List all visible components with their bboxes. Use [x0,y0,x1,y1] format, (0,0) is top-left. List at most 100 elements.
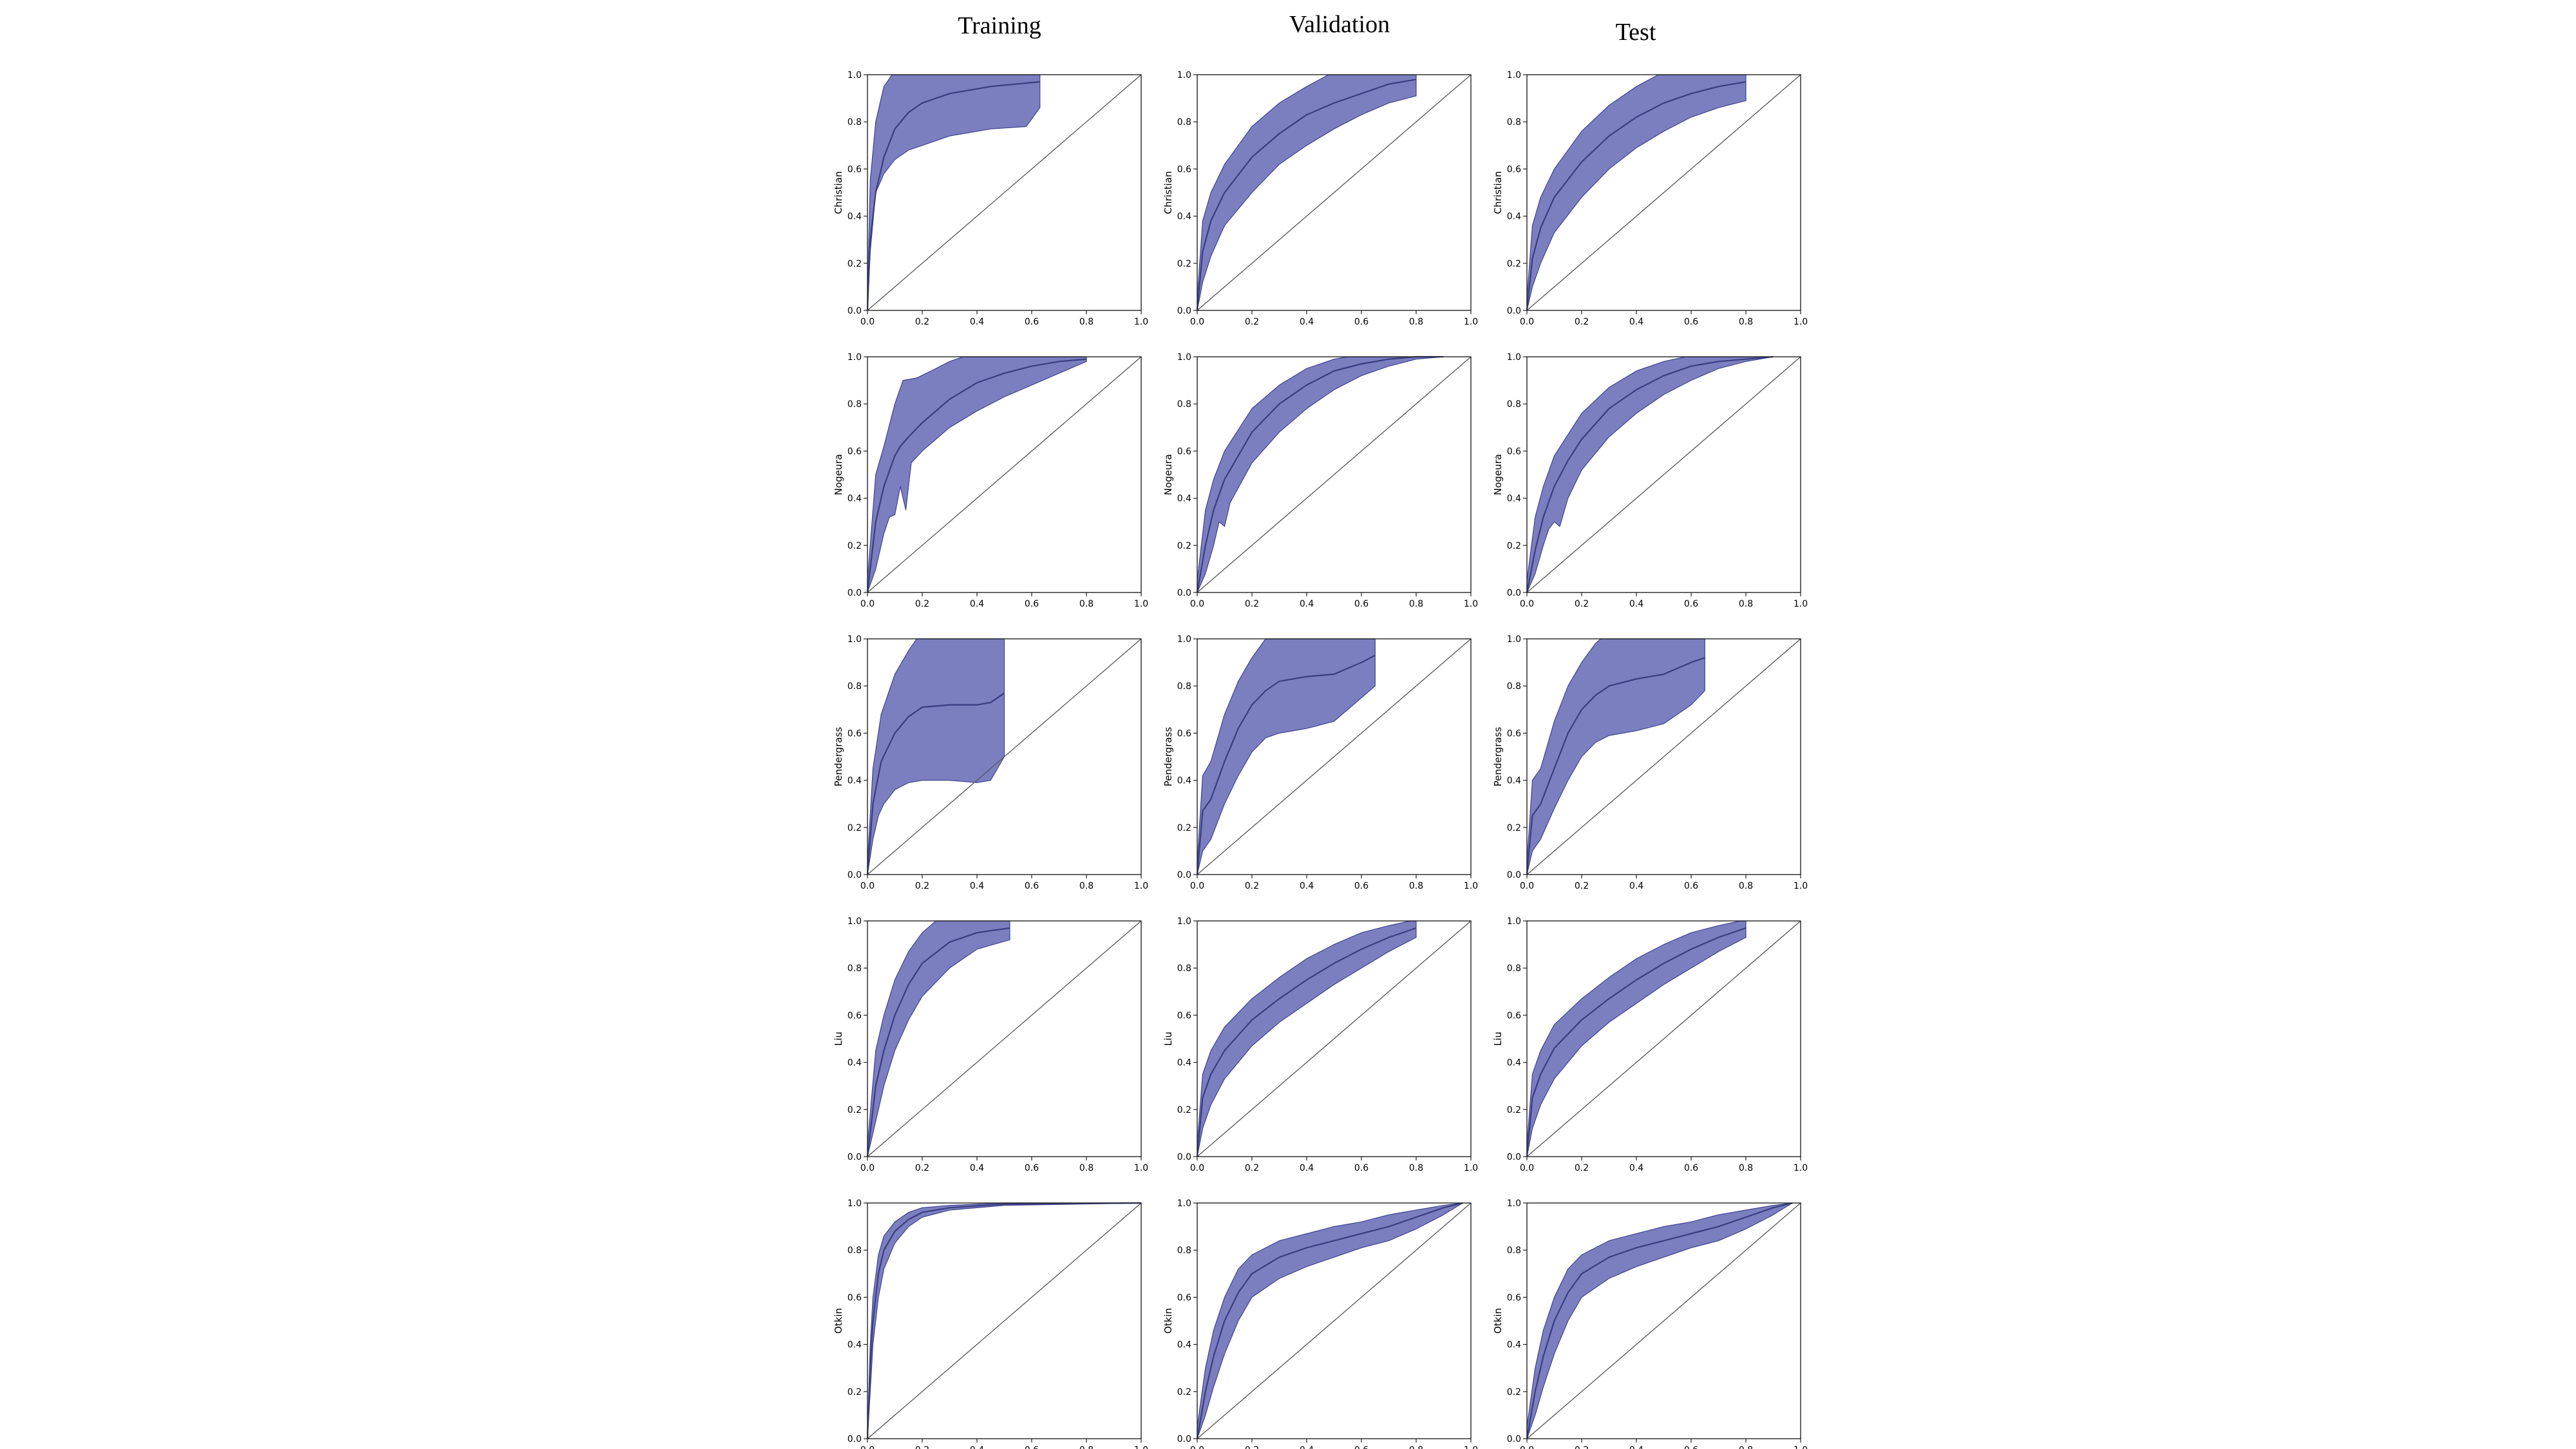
panel-pendergrass-validation-y-tick-label: 0.2 [1177,823,1191,833]
panel-nogeura-test-confidence-band [1526,356,1774,593]
panel-otkin-test-y-tick-label: 0.0 [1507,1434,1521,1444]
panel-pendergrass-test-axes-frame [1526,638,1801,875]
panel-liu-training-y-tick-label: 0.2 [848,1105,862,1115]
panel-otkin-validation-x-tick-label: 0.6 [1354,1445,1368,1449]
panel-nogeura-test-x-tick-label: 0.8 [1739,599,1753,609]
panel-christian-test: 0.00.0 0.2 0.2 0.4 0.4 0.6 0.6 0.8 0.8 1.0 1.0 Chri… [1492,70,1808,327]
panel-christian-validation-confidence-band [1197,74,1417,311]
panel-liu-validation-x-tick-label: 1.0 [1464,1163,1478,1173]
panel-nogeura-training-axes-frame [867,356,1142,593]
panel-otkin-training-y-tick-label: 1.0 [848,1198,862,1209]
panel-pendergrass-test-x-tick-label: 1.0 [1794,881,1808,891]
panel-liu-validation-x-tick-label: 0.0 [1190,1163,1204,1173]
panel-liu-test: 0.00.0 0.2 0.2 0.4 0.4 0.6 0.6 0.8 0.8 1.0 1.0 Liu [1492,916,1808,1173]
panel-nogeura-validation: 0.00.0 0.2 0.2 0.4 0.4 0.6 0.6 0.8 0.8 1.0 1.0 Noge… [1162,352,1478,609]
panel-christian-validation-y-tick-label: 0.6 [1177,164,1191,175]
panel-nogeura-training-x-tick-label: 0.2 [915,599,929,609]
panel-christian-validation-x-tick-label: 0.4 [1300,317,1314,327]
panel-christian-validation-x-tick-label: 0.0 [1190,317,1204,327]
panel-pendergrass-test-confidence-band [1526,638,1705,875]
panel-otkin-validation: 0.00.0 0.2 0.2 0.4 0.4 0.6 0.6 0.8 0.8 1.0 1.0 Otki… [1162,1198,1478,1449]
panel-otkin-training-x-tick-label: 0.4 [970,1445,984,1449]
panel-otkin-training-y-tick-label: 0.0 [848,1434,862,1444]
panel-christian-test-x-tick-label: 0.8 [1739,317,1753,327]
panel-liu-validation-x-tick-label: 0.8 [1409,1163,1423,1173]
panel-pendergrass-training-x-tick-label: 0.2 [915,881,929,891]
panel-pendergrass-validation-mean-curve [1196,654,1376,875]
panel-liu-training-y-tick-label: 0.4 [848,1058,862,1068]
panel-christian-test-axes-frame [1526,74,1801,311]
panel-otkin-training-y-tick-label: 0.6 [848,1293,862,1303]
panel-otkin-validation-row-label: Otkin [1162,1308,1174,1334]
panel-pendergrass-test-y-tick-label: 0.0 [1507,870,1521,880]
panel-liu-training-row-label: Liu [833,1032,844,1046]
panel-pendergrass-test-mean-curve [1526,657,1705,875]
panel-otkin-training-x-tick-label: 0.0 [860,1445,875,1449]
panel-christian-training-x-tick-label: 0.6 [1025,317,1039,327]
panel-liu-validation-x-tick-label: 0.4 [1300,1163,1314,1173]
panel-liu-validation-row-label: Liu [1162,1032,1174,1046]
panel-liu-test-x-tick-label: 0.4 [1629,1163,1643,1173]
panel-liu-training-axes-frame [867,920,1142,1157]
panel-otkin-training-y-tick-label: 0.8 [848,1245,862,1256]
panel-liu-training-y-tick-label: 0.6 [848,1010,862,1021]
panel-liu-test-diagonal-line [1526,920,1801,1157]
panel-otkin-test-x-tick-label: 0.6 [1684,1445,1698,1449]
panel-nogeura-test-x-tick-label: 0.0 [1520,599,1534,609]
panel-christian-training-y-tick-label: 0.4 [848,212,862,222]
panel-otkin-validation-x-tick-label: 0.2 [1245,1445,1259,1449]
panel-otkin-training-y-tick-label: 0.4 [848,1340,862,1350]
panel-liu-test-row-label: Liu [1492,1032,1504,1046]
panel-otkin-validation-x-tick-label: 0.8 [1409,1445,1423,1449]
panel-pendergrass-validation-y-tick-label: 0.0 [1177,870,1191,880]
panel-christian-test-y-tick-label: 1.0 [1507,70,1521,80]
panel-liu-test-confidence-band [1526,920,1747,1157]
panel-otkin-test-diagonal-line [1526,1202,1801,1439]
panel-pendergrass-validation-x-tick-label: 0.4 [1300,881,1314,891]
panel-otkin-test-y-tick-label: 0.2 [1507,1387,1521,1397]
panel-christian-validation-diagonal-line [1197,74,1472,311]
panel-pendergrass-test-x-tick-label: 0.6 [1684,881,1698,891]
panel-pendergrass-validation-x-tick-label: 0.2 [1245,881,1259,891]
panel-liu-validation-confidence-band [1197,920,1417,1157]
panel-christian-validation-y-tick-label: 0.0 [1177,306,1191,316]
panel-pendergrass-test-row-label: Pendergrass [1492,727,1504,787]
panel-liu-training-x-tick-label: 0.0 [860,1163,875,1173]
column-title-validation: Validation [1289,11,1390,38]
panel-otkin-test-y-tick-label: 0.6 [1507,1293,1521,1303]
panel-nogeura-test-row-label: Nogeura [1492,454,1504,495]
panel-liu-validation-y-tick-label: 0.0 [1177,1152,1191,1162]
panel-otkin-test-y-tick-label: 1.0 [1507,1198,1521,1209]
panel-otkin-training-y-tick-label: 0.2 [848,1387,862,1397]
panel-christian-test-y-tick-label: 0.2 [1507,259,1521,269]
column-title-test: Test [1616,19,1656,46]
panel-liu-training-x-tick-label: 1.0 [1134,1163,1148,1173]
panel-nogeura-test-y-tick-label: 0.0 [1507,588,1521,598]
panel-nogeura-validation-y-tick-label: 0.2 [1177,541,1191,551]
panel-liu-test-y-tick-label: 0.6 [1507,1010,1521,1021]
panel-pendergrass-training-x-tick-label: 0.4 [970,881,984,891]
panel-christian-training-x-tick-label: 0.2 [915,317,929,327]
panel-pendergrass-training-x-tick-label: 0.0 [860,881,875,891]
panel-christian-training-y-tick-label: 0.6 [848,164,862,175]
panel-nogeura-test-x-tick-label: 0.4 [1629,599,1643,609]
panel-nogeura-validation-diagonal-line [1197,356,1472,593]
panel-otkin-training-row-label: Otkin [833,1308,844,1334]
panel-otkin-training: 0.00.0 0.2 0.2 0.4 0.4 0.6 0.6 0.8 0.8 1.0 1.0 Otki… [833,1198,1148,1449]
panel-pendergrass-training: 0.00.0 0.2 0.2 0.4 0.4 0.6 0.6 0.8 0.8 1.0 1.0 Pend… [833,634,1148,891]
panel-liu-test-y-tick-label: 1.0 [1507,916,1521,927]
panel-liu-test-y-tick-label: 0.4 [1507,1058,1521,1068]
panel-liu-validation-y-tick-label: 0.6 [1177,1010,1191,1021]
panel-liu-validation: 0.00.0 0.2 0.2 0.4 0.4 0.6 0.6 0.8 0.8 1.0 1.0 Liu [1162,916,1478,1173]
panel-liu-training-x-tick-label: 0.4 [970,1163,984,1173]
panel-pendergrass-test-y-tick-label: 0.2 [1507,823,1521,833]
panel-christian-training-mean-curve [866,80,1040,311]
panel-nogeura-test-mean-curve [1526,355,1774,593]
panel-liu-validation-x-tick-label: 0.2 [1245,1163,1259,1173]
panel-christian-training-y-tick-label: 0.2 [848,259,862,269]
panel-otkin-training-x-tick-label: 0.8 [1079,1445,1094,1449]
panel-otkin-validation-mean-curve [1196,1202,1463,1439]
panel-liu-test-mean-curve [1526,927,1747,1157]
panel-christian-training-y-tick-label: 0.0 [848,306,862,316]
panel-pendergrass-validation-y-tick-label: 0.4 [1177,776,1191,786]
